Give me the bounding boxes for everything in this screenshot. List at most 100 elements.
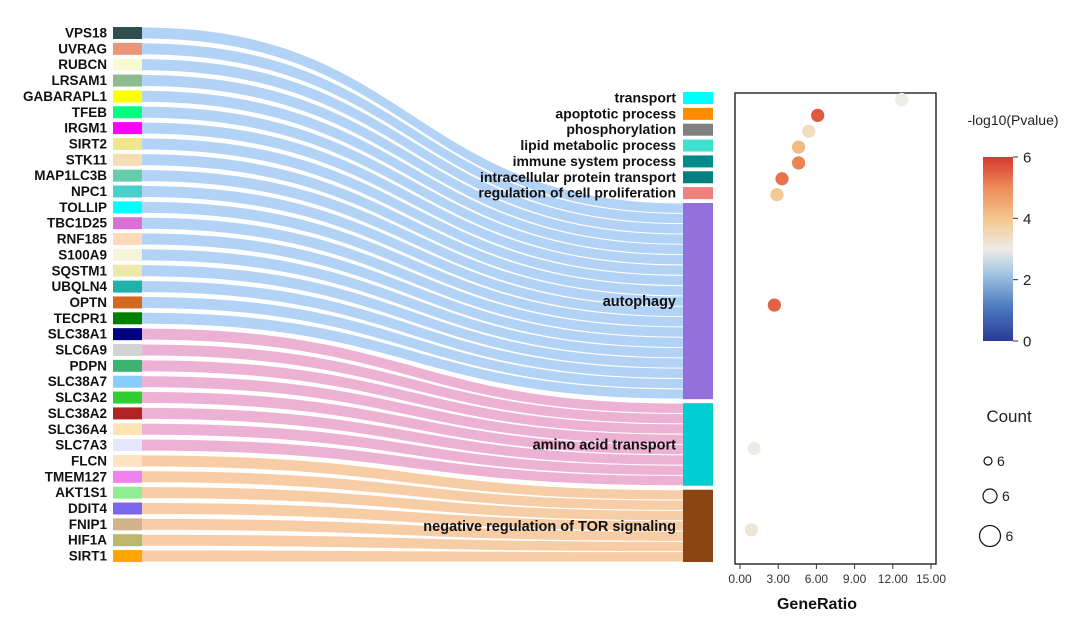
gene-box-lrsam1: [113, 74, 142, 87]
gene-box-flcn: [113, 454, 142, 467]
gene-label-s100a9: S100A9: [58, 247, 107, 262]
sankey-link-tmem127: [142, 471, 683, 510]
sankey-link-tecpr1: [142, 312, 683, 399]
gene-box-akt1s1: [113, 486, 142, 499]
sankey-link-slc38a7: [142, 376, 683, 444]
color-legend-tick-label: 4: [1023, 211, 1031, 228]
gene-box-tollip: [113, 201, 142, 214]
color-legend-bar: [983, 157, 1013, 341]
x-tick-label: 6.00: [805, 572, 829, 586]
x-tick-label: 3.00: [767, 572, 791, 586]
dot-immune-system-process: [791, 156, 806, 170]
term-label-negative-regulation-of-tor-signaling: negative regulation of TOR signaling: [423, 519, 676, 535]
gene-box-slc38a7: [113, 375, 142, 388]
term-label-lipid-metabolic-process: lipid metabolic process: [520, 137, 676, 153]
gene-label-slc38a7: SLC38A7: [48, 374, 107, 389]
gene-box-slc38a2: [113, 407, 142, 420]
dot-intracellular-protein-transport: [775, 172, 789, 186]
gene-label-npc1: NPC1: [71, 184, 108, 199]
gene-box-slc6a9: [113, 344, 142, 356]
gene-label-tbc1d25: TBC1D25: [47, 216, 108, 231]
gene-box-hif1a: [113, 534, 142, 547]
color-legend-ticks: 0 2 4 6: [1013, 150, 1031, 351]
gene-label-slc38a1: SLC38A1: [48, 327, 108, 342]
sankey-link-tbc1d25: [142, 217, 683, 337]
term-box-phosphorylation: [683, 123, 713, 136]
sankey-link-ddit4: [142, 503, 683, 531]
size-legend-label: 6: [1002, 488, 1010, 504]
gene-label-tmem127: TMEM127: [45, 469, 107, 484]
x-axis-title: GeneRatio: [777, 596, 857, 613]
gene-label-tollip: TOLLIP: [59, 200, 107, 215]
x-tick-label: 12.00: [878, 572, 908, 586]
sankey-link-hif1a: [142, 534, 683, 552]
size-legend-circle: [982, 488, 998, 504]
term-label-apoptotic-process: apoptotic process: [555, 105, 676, 121]
sankey-link-rnf185: [142, 233, 683, 348]
term-label-transport: transport: [615, 90, 677, 106]
dot-plot-frame: [734, 92, 937, 565]
sankey-link-lrsam1: [142, 75, 683, 244]
gene-box-vps18: [113, 27, 142, 39]
dot-amino-acid-transport: [747, 441, 761, 456]
size-legend: Count 6 6 6: [978, 407, 1032, 548]
size-legend-title: Count: [986, 407, 1032, 426]
sankey-link-rubcn: [142, 59, 683, 234]
gene-label-ubqln4: UBQLN4: [51, 279, 107, 294]
dot-lipid-metabolic-process: [791, 140, 806, 154]
term-label-autophagy: autophagy: [603, 294, 676, 310]
sankey-links: [142, 27, 683, 562]
gene-label-slc7a3: SLC7A3: [55, 438, 107, 453]
gene-label-tecpr1: TECPR1: [54, 311, 108, 326]
x-tick-label: 0.00: [728, 572, 752, 586]
gene-box-tfeb: [113, 106, 142, 119]
gene-label-sqstm1: SQSTM1: [51, 263, 107, 278]
dot-phosphorylation: [802, 124, 816, 138]
color-legend-tick-label: 2: [1023, 272, 1031, 289]
sankey-link-slc38a1: [142, 328, 683, 413]
term-box-amino-acid-transport: [683, 403, 713, 486]
gene-label-fnip1: FNIP1: [69, 517, 108, 532]
sankey-link-s100a9: [142, 249, 683, 358]
sankey-link-sqstm1: [142, 265, 683, 368]
sankey-link-slc3a2: [142, 392, 683, 455]
sankey-link-map1lc3b: [142, 170, 683, 306]
x-axis-ticks: 0.00 3.00 6.00 9.00 12.00 15.00: [728, 564, 946, 586]
dot-negative-regulation-of-tor-signaling: [744, 523, 759, 537]
gene-box-pdpn: [113, 359, 142, 372]
color-legend-title: -log10(Pvalue): [967, 112, 1058, 128]
x-tick-label: 15.00: [916, 572, 946, 586]
gene-box-fnip1: [113, 518, 142, 531]
gene-color-boxes: [113, 27, 142, 563]
gene-label-tfeb: TFEB: [72, 105, 107, 120]
gene-label-slc36a4: SLC36A4: [48, 422, 108, 437]
gene-label-ddit4: DDIT4: [68, 501, 107, 516]
sankey-link-pdpn: [142, 360, 683, 434]
gene-box-ubqln4: [113, 280, 142, 293]
sankey-link-optn: [142, 296, 683, 389]
dot-apoptotic-process: [811, 108, 825, 122]
gene-label-stk11: STK11: [66, 152, 108, 167]
gene-label-rubcn: RUBCN: [58, 57, 107, 72]
dot-regulation-of-cell-proliferation: [770, 188, 784, 202]
gene-box-npc1: [113, 185, 142, 198]
gene-label-sirt1: SIRT1: [69, 549, 108, 564]
sankey-link-uvrag: [142, 43, 683, 224]
gene-label-rnf185: RNF185: [57, 232, 108, 247]
gene-label-slc6a9: SLC6A9: [55, 343, 107, 358]
gene-label-flcn: FLCN: [71, 453, 107, 468]
size-legend-circle: [983, 456, 993, 466]
gene-box-rubcn: [113, 58, 142, 71]
sankey-link-sirt1: [142, 550, 683, 562]
gene-box-tecpr1: [113, 312, 142, 325]
sankey-link-gabarapl1: [142, 90, 683, 255]
term-box-regulation-of-cell-proliferation: [683, 187, 713, 200]
term-box-negative-regulation-of-tor-signaling: [683, 489, 713, 562]
gene-label-pdpn: PDPN: [69, 358, 107, 373]
sankey-link-slc7a3: [142, 439, 683, 486]
gene-box-slc7a3: [113, 439, 142, 452]
term-label-phosphorylation: phosphorylation: [566, 121, 676, 137]
gene-box-rnf185: [113, 233, 142, 246]
sankey-link-slc36a4: [142, 423, 683, 475]
